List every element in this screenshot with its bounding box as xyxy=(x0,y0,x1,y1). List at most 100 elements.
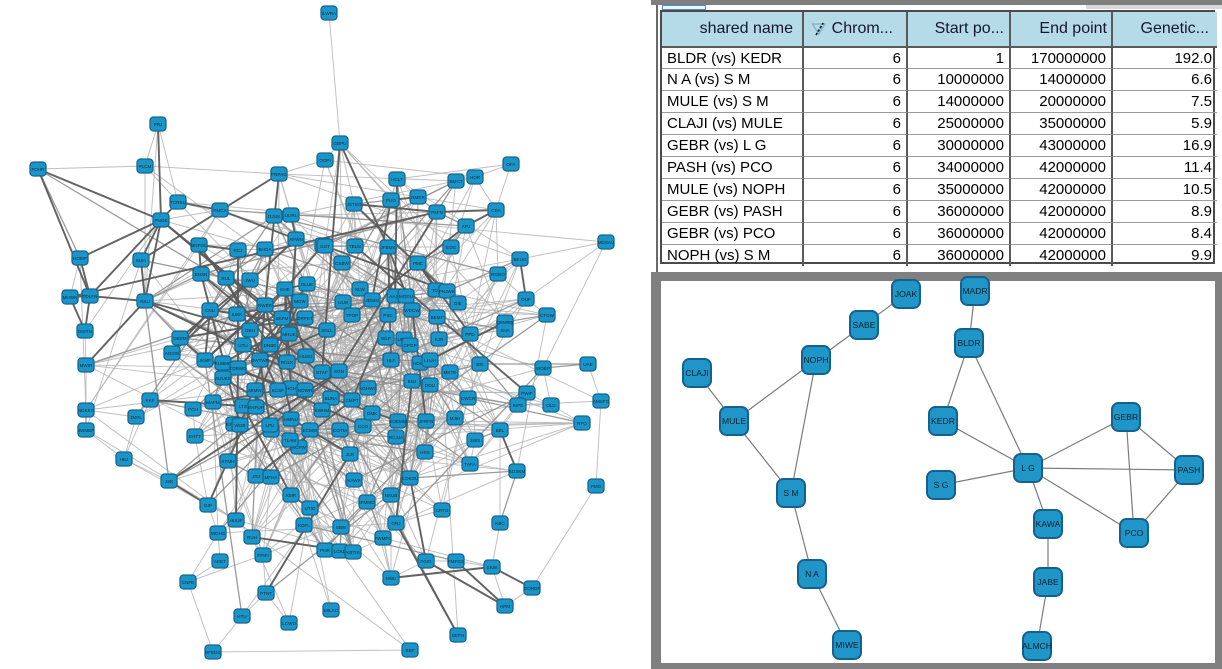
svg-text:MKTE: MKTE xyxy=(444,370,457,375)
svg-text:DRFKT: DRFKT xyxy=(297,316,313,321)
svg-text:MADR: MADR xyxy=(962,286,987,296)
svg-text:WGB: WGB xyxy=(235,423,246,428)
svg-text:TOJ: TOJ xyxy=(432,288,441,293)
svg-text:OUF: OUF xyxy=(521,297,531,302)
svg-text:EHTT: EHTT xyxy=(189,434,201,439)
svg-text:AFWN: AFWN xyxy=(289,237,303,242)
svg-text:KAWA: KAWA xyxy=(1036,519,1061,529)
svg-text:PCO: PCO xyxy=(1125,528,1144,538)
svg-text:HBJ: HBJ xyxy=(120,457,129,462)
svg-text:IFMMO: IFMMO xyxy=(359,500,375,505)
svg-text:CNFE: CNFE xyxy=(182,580,195,585)
svg-text:JWMBP: JWMBP xyxy=(78,428,95,433)
svg-text:SBW: SBW xyxy=(336,525,347,530)
svg-text:KEDR: KEDR xyxy=(931,416,955,426)
svg-text:KCSF: KCSF xyxy=(272,388,284,393)
svg-text:JSTSO: JSTSO xyxy=(347,202,362,207)
svg-text:MHUK: MHUK xyxy=(282,332,296,337)
svg-text:JFRFN: JFRFN xyxy=(419,419,434,424)
svg-text:MAFM: MAFM xyxy=(206,400,220,405)
svg-text:ULM: ULM xyxy=(338,300,348,305)
svg-text:HRS: HRS xyxy=(420,450,430,455)
svg-text:HTU: HTU xyxy=(237,614,246,619)
svg-text:HCH: HCH xyxy=(286,386,296,391)
svg-text:KTMH: KTMH xyxy=(221,459,234,464)
svg-text:HUSG: HUSG xyxy=(299,354,313,359)
svg-text:KWHM: KWHM xyxy=(315,408,330,413)
svg-text:PMC: PMC xyxy=(413,261,424,266)
svg-text:BNPOL: BNPOL xyxy=(191,243,207,248)
svg-text:ECMW: ECMW xyxy=(303,428,318,433)
svg-text:KAWS: KAWS xyxy=(347,478,360,483)
svg-text:JKMF: JKMF xyxy=(199,358,211,363)
svg-text:DJUS: DJUS xyxy=(268,214,280,219)
svg-text:MFHA: MFHA xyxy=(264,475,278,480)
svg-text:CCO: CCO xyxy=(358,424,369,429)
svg-text:CRTO: CRTO xyxy=(436,508,449,513)
svg-text:LTS: LTS xyxy=(239,404,247,409)
svg-text:MDSAU: MDSAU xyxy=(598,240,615,245)
svg-text:LCWD: LCWD xyxy=(282,621,296,626)
svg-text:MODU: MODU xyxy=(399,294,413,299)
svg-text:SKFM: SKFM xyxy=(276,316,289,321)
svg-text:TLAM: TLAM xyxy=(284,438,296,443)
svg-text:HLF: HLF xyxy=(387,358,396,363)
svg-text:FWMFC: FWMFC xyxy=(374,536,392,541)
svg-text:MULE: MULE xyxy=(722,416,746,426)
svg-text:OOPI: OOPI xyxy=(319,158,331,163)
svg-text:LGKD: LGKD xyxy=(334,549,347,554)
svg-text:WOEP: WOEP xyxy=(536,366,550,371)
svg-text:WLP: WLP xyxy=(381,336,391,341)
svg-text:TCRSU: TCRSU xyxy=(170,200,186,205)
svg-text:MWIR: MWIR xyxy=(80,363,93,368)
svg-text:GPGP: GPGP xyxy=(403,343,416,348)
svg-text:MILAC: MILAC xyxy=(324,608,339,613)
svg-text:ROLK: ROLK xyxy=(281,360,294,365)
svg-text:SNLL: SNLL xyxy=(321,328,333,333)
svg-text:SHA: SHA xyxy=(500,328,510,333)
svg-text:OFA: OFA xyxy=(506,162,516,167)
svg-text:EOEMM: EOEMM xyxy=(389,419,407,424)
svg-text:DIE: DIE xyxy=(454,301,462,306)
svg-text:TPOP: TPOP xyxy=(346,313,359,318)
svg-text:GORDF: GORDF xyxy=(524,586,541,591)
svg-text:FNJWK: FNJWK xyxy=(439,289,456,294)
svg-text:BUNA: BUNA xyxy=(325,396,339,401)
svg-text:SOSKM: SOSKM xyxy=(509,469,526,474)
svg-text:LLUH: LLUH xyxy=(424,358,436,363)
svg-text:EBJ: EBJ xyxy=(408,379,416,384)
svg-text:ALMCH: ALMCH xyxy=(1022,641,1052,651)
svg-text:BMCT: BMCT xyxy=(449,179,462,184)
svg-text:SGN: SGN xyxy=(334,369,344,374)
svg-text:PTNT: PTNT xyxy=(260,591,272,596)
svg-text:DNBE: DNBE xyxy=(264,343,277,348)
svg-text:KKF: KKF xyxy=(146,398,155,403)
svg-text:CTOW: CTOW xyxy=(540,313,555,318)
svg-text:HOMP: HOMP xyxy=(73,256,87,261)
svg-text:PHR: PHR xyxy=(320,548,330,553)
svg-text:CNU: CNU xyxy=(205,308,215,313)
svg-text:NWU: NWU xyxy=(386,576,397,581)
svg-text:HDGG: HDGG xyxy=(413,361,427,366)
svg-text:PSC: PSC xyxy=(383,313,393,318)
svg-text:HCLT: HCLT xyxy=(391,177,403,182)
svg-text:BBF: BBF xyxy=(406,648,415,653)
svg-text:GOT: GOT xyxy=(320,244,330,249)
svg-text:PNOE: PNOE xyxy=(154,218,167,223)
svg-text:HUUF: HUUF xyxy=(230,518,243,523)
svg-text:KMR: KMR xyxy=(286,493,297,498)
svg-text:JDSIN: JDSIN xyxy=(365,298,378,303)
svg-text:TBLM: TBLM xyxy=(349,244,361,249)
svg-text:KBTIS: KBTIS xyxy=(346,550,359,555)
svg-text:AAJC: AAJC xyxy=(389,294,401,299)
svg-text:PPD: PPD xyxy=(465,332,475,337)
svg-text:NDKKC: NDKKC xyxy=(78,408,95,413)
svg-text:MIWE: MIWE xyxy=(835,640,859,650)
svg-text:PMCA: PMCA xyxy=(213,208,227,213)
svg-text:SWS: SWS xyxy=(470,438,480,443)
svg-text:N A: N A xyxy=(805,569,819,579)
svg-text:DWTWR: DWTWR xyxy=(251,358,270,363)
svg-text:FMFGS: FMFGS xyxy=(448,559,464,564)
svg-text:RFEDG: RFEDG xyxy=(205,650,222,655)
svg-text:BFI: BFI xyxy=(476,362,483,367)
